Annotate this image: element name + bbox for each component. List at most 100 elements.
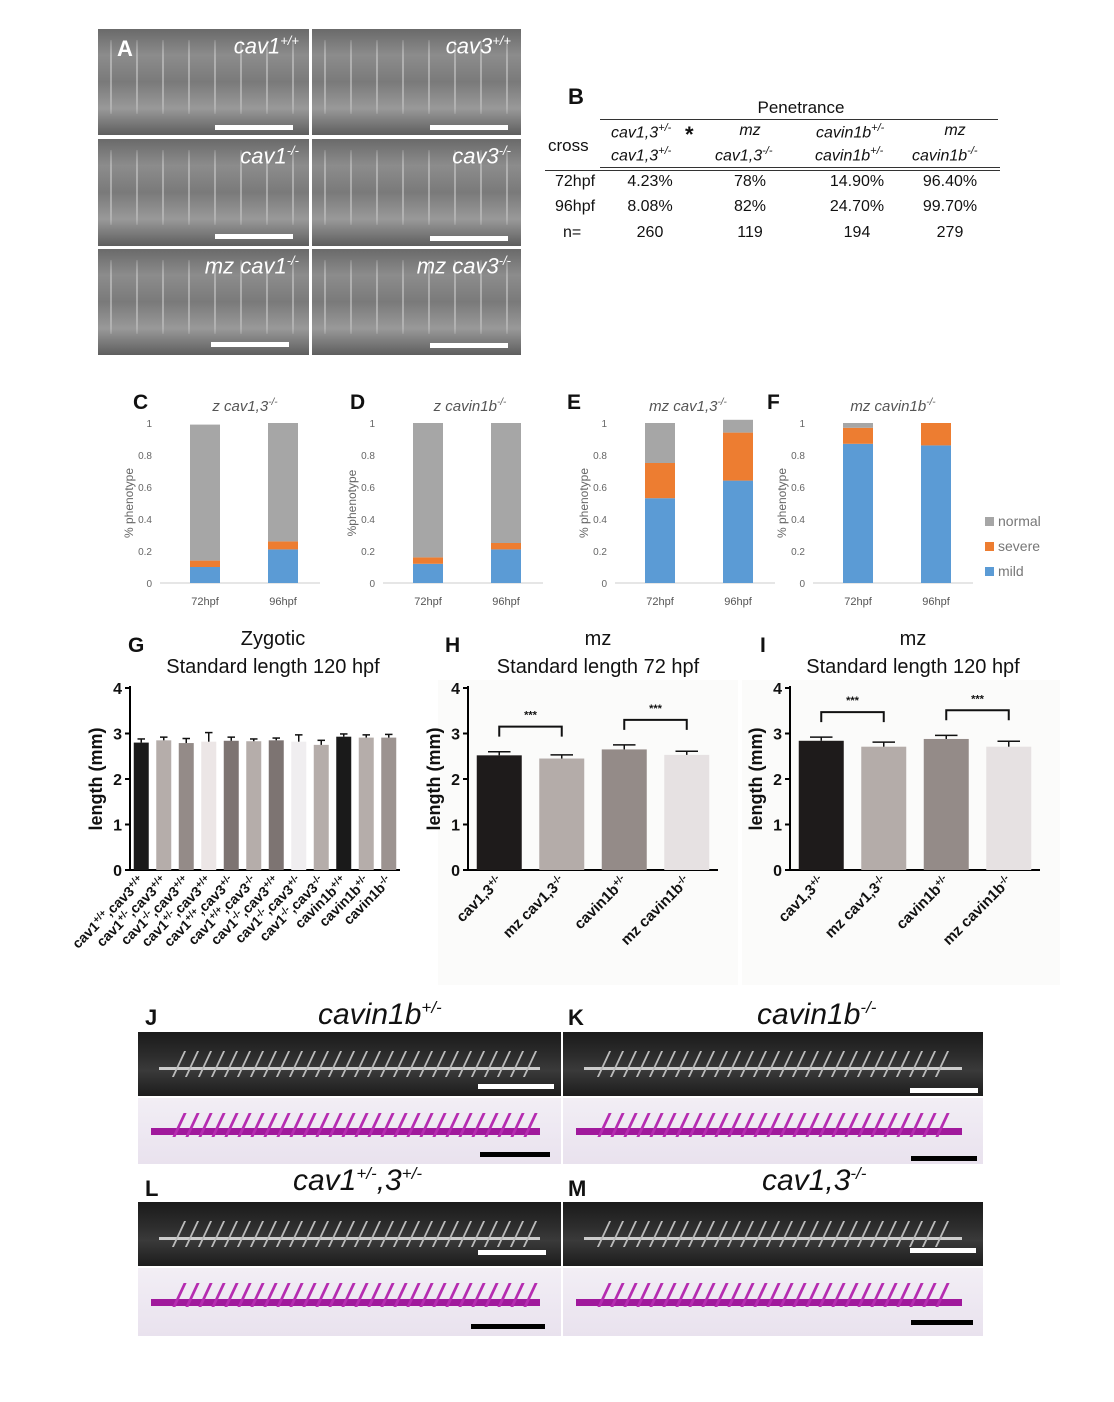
vertebra-spine-mark [804,1221,820,1248]
somite-boundary [350,259,352,334]
somite-boundary [214,39,216,114]
length-bar [313,744,329,870]
legend-item-mild: mild [985,563,1041,588]
vertebra-spine-mark [804,1051,820,1078]
somite-boundary [240,39,242,114]
y-tick-label: 3 [773,727,782,744]
vertebra-spine-mark [856,1221,872,1248]
table-cell: 99.70% [922,198,978,215]
somite-boundary [292,39,294,114]
y-tick-label: 0.4 [593,515,607,526]
chart-subtitle: Standard length 72 hpf [497,656,700,678]
scale-bar [215,234,293,239]
x-tick-label: 72hpf [191,596,219,608]
y-axis-label: length (mm) [424,728,444,831]
vertebra-spine-mark [726,1221,742,1248]
vertebra-spine-mark [431,1051,447,1078]
length-bar [923,738,969,870]
somite-boundary [240,259,242,334]
vertebra-spine-mark [288,1221,304,1248]
y-tick-label: 4 [113,681,122,698]
vertebra-spine-mark [327,1221,343,1248]
xray-spine [584,1067,962,1071]
vertebra-spine-mark [739,1051,755,1078]
length-bar [664,754,710,870]
vertebra-spine-mark [418,1051,434,1078]
panel-l-letter: L [145,1176,159,1201]
bar-mild [491,549,521,583]
y-tick-label: 0.6 [791,483,805,494]
y-tick-label: 1 [799,419,805,430]
somite-boundary [162,149,164,225]
scale-bar [910,1088,978,1093]
chart-subtitle: Standard length 120 hpf [166,656,380,678]
somite-boundary [480,149,482,225]
somite-boundary [266,149,268,225]
legend-swatch [985,517,994,526]
scale-bar [215,125,293,130]
scale-bar [478,1250,546,1255]
somite-boundary [376,259,378,334]
bar-mild [413,563,443,583]
vertebra-spine-mark [301,1051,317,1078]
vertebra-spine-mark [674,1221,690,1248]
somite-boundary [506,39,508,114]
vertebra-spine-mark [366,1221,382,1248]
micrograph-label: mz cav1-/- [204,253,299,279]
vertebra-spine-mark [223,1221,239,1248]
scale-bar [471,1324,545,1329]
somite-boundary [350,149,352,225]
somite-boundary [292,149,294,225]
vertebra-spine-mark [882,1221,898,1248]
bar-normal [491,423,521,543]
legend-item-normal: normal [985,513,1041,538]
vertebra-spine-mark [444,1221,460,1248]
y-tick-label: 1 [451,818,460,835]
vertebra-spine-mark [661,1221,677,1248]
vertebra-spine-mark [622,1051,638,1078]
chart-title-sup: -/- [717,397,727,408]
bar-mild [268,549,298,583]
y-tick-label: 3 [113,727,122,744]
scale-bar [430,125,508,130]
y-tick-label: 3 [451,727,460,744]
length-bar [133,742,149,870]
y-tick-label: 0 [799,579,805,590]
x-tick-label: 96hpf [922,596,950,608]
somite-boundary [324,149,326,225]
table-col-header-bottom: cavin1b-/- [912,145,978,165]
bar-mild [190,567,220,583]
y-tick-label: 0.4 [791,515,805,526]
bar-normal [723,419,753,433]
y-tick-label: 4 [451,681,460,698]
vertebra-spine-mark [496,1221,512,1248]
somite-boundary [136,149,138,225]
significance-bracket [820,711,885,723]
vertebra-spine-mark [817,1051,833,1078]
bar-severe [268,541,298,550]
vertebra-spine-mark [509,1051,525,1078]
significance-bracket [945,709,1010,721]
vertebra-spine-mark [171,1051,187,1078]
vertebra-spine-mark [184,1221,200,1248]
vertebra-spine-mark [895,1051,911,1078]
vertebra-spine-mark [249,1221,265,1248]
vertebra-spine-mark [778,1051,794,1078]
y-tick-label: 1 [601,419,607,430]
stain-image-j [138,1098,561,1164]
bar-normal [268,423,298,542]
vertebra-spine-mark [197,1221,213,1248]
y-tick-label: 1 [369,419,375,430]
vertebra-spine-mark [791,1221,807,1248]
y-tick-label: 0.2 [361,547,375,558]
y-tick-label: 0.4 [138,515,152,526]
y-tick-label: 0.2 [593,547,607,558]
vertebra-spine-mark [635,1051,651,1078]
significance-label: *** [971,693,985,705]
bar-severe [723,432,753,481]
somite-boundary [266,39,268,114]
table-cell: 119 [737,224,763,241]
bar-mild [723,480,753,583]
vertebra-spine-mark [882,1051,898,1078]
table-asterisk: * [685,122,694,147]
